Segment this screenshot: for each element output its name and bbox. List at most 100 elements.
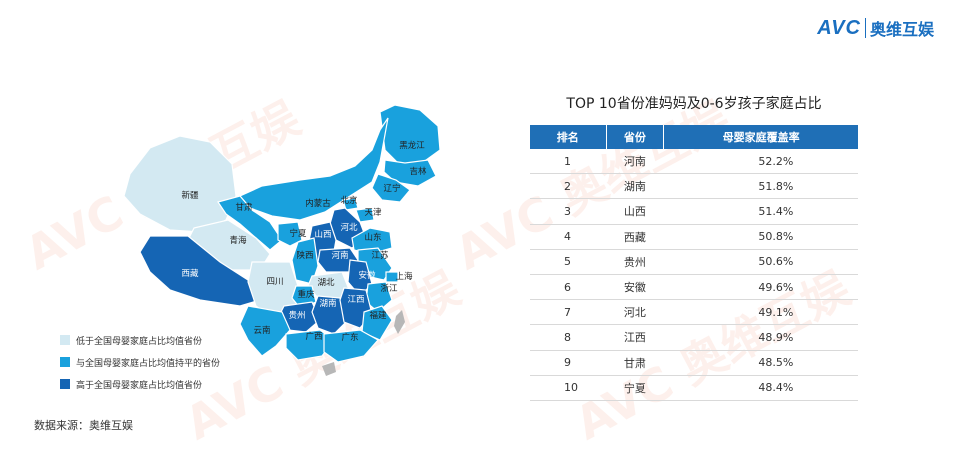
- table-row: 1 河南 52.2%: [530, 149, 858, 175]
- cell-province: 贵州: [606, 249, 664, 275]
- province-label: 山东: [364, 232, 381, 243]
- province-label: 天津: [364, 207, 382, 218]
- province-label: 西藏: [181, 268, 199, 279]
- province-label: 宁夏: [289, 228, 307, 239]
- province-label: 湖南: [319, 298, 336, 309]
- cell-rank: 6: [530, 274, 606, 301]
- table-row: 10 宁夏 48.4%: [530, 375, 858, 401]
- cell-rate: 48.4%: [663, 375, 858, 401]
- table-row: 2 湖南 51.8%: [530, 173, 858, 200]
- province-label: 新疆: [181, 190, 199, 201]
- province-label: 青海: [229, 235, 247, 246]
- province-label: 山西: [314, 229, 331, 240]
- cell-rate: 49.1%: [663, 299, 858, 326]
- province-label: 江苏: [371, 250, 389, 261]
- cell-rate: 51.4%: [663, 198, 858, 225]
- brand-logo: AVC 奥维互娱: [817, 16, 934, 40]
- cell-rate: 50.6%: [663, 249, 858, 275]
- cell-rank: 8: [530, 324, 606, 351]
- cell-province: 西藏: [606, 224, 664, 250]
- cell-province: 宁夏: [606, 375, 664, 401]
- island-region: [394, 310, 405, 334]
- legend-label: 与全国母婴家庭占比均值持平的省份: [76, 358, 221, 369]
- province-label: 河南: [331, 250, 348, 261]
- table-title: TOP 10省份准妈妈及0-6岁孩子家庭占比: [566, 96, 822, 112]
- logo-cn-text: 奥维互娱: [869, 20, 934, 39]
- province-label: 贵州: [288, 310, 305, 321]
- province-label: 江西: [347, 295, 364, 305]
- province-label: 湖北: [317, 278, 335, 288]
- table-row: 5 贵州 50.6%: [530, 249, 858, 275]
- table-body: 1 河南 52.2% 2 湖南 51.8% 3 山西 51.4% 4 西藏 50.8% 5 贵州 50.6%…: [530, 149, 858, 401]
- column-header-province: 省份: [606, 125, 665, 149]
- cell-rank: 10: [530, 375, 606, 401]
- cell-rate: 51.8%: [663, 173, 858, 200]
- cell-province: 安徽: [606, 274, 664, 301]
- cell-rank: 1: [530, 149, 606, 175]
- province-region: [323, 329, 379, 363]
- province-region: [217, 195, 283, 251]
- legend-item-high: 高于全国母婴家庭占比均值省份: [60, 378, 220, 391]
- legend-item-low: 低于全国母婴家庭占比均值省份: [60, 334, 220, 347]
- province-label: 辽宁: [383, 183, 400, 194]
- province-region: [385, 271, 399, 283]
- legend-swatch-high: [60, 379, 70, 389]
- cell-rank: 7: [530, 299, 606, 326]
- table-header-row: 排名 省份 母婴家庭覆盖率: [530, 125, 858, 149]
- data-source: 数据来源：奥维互娱: [34, 419, 133, 432]
- province-label: 重庆: [297, 289, 315, 300]
- province-label: 黑龙江: [399, 140, 425, 151]
- legend-item-mid: 与全国母婴家庭占比均值持平的省份: [60, 356, 221, 369]
- province-label: 云南: [253, 325, 270, 336]
- province-region: [371, 173, 411, 203]
- province-region: [342, 197, 359, 211]
- province-region: [277, 221, 303, 247]
- province-label: 浙江: [380, 283, 398, 294]
- map-regions: [123, 104, 441, 376]
- cell-rate: 48.5%: [663, 350, 858, 376]
- cell-province: 河南: [606, 149, 664, 175]
- table-row: 8 江西 48.9%: [530, 324, 858, 351]
- province-label: 陕西: [296, 250, 313, 261]
- ranking-table: 排名 省份 母婴家庭覆盖率 1 河南 52.2% 2 湖南 51.8% 3 山西 51.4% 4 西…: [530, 125, 858, 401]
- cell-rate: 52.2%: [663, 149, 858, 175]
- table-row: 3 山西 51.4%: [530, 198, 858, 225]
- cell-province: 湖南: [606, 173, 664, 200]
- cell-rank: 2: [530, 173, 606, 200]
- province-region: [379, 104, 441, 166]
- province-region: [383, 159, 437, 187]
- legend-swatch-mid: [60, 357, 70, 367]
- province-label: 福建: [369, 310, 387, 321]
- province-label: 安徽: [358, 270, 376, 281]
- cell-province: 河北: [606, 299, 664, 326]
- island-region: [322, 362, 336, 376]
- province-region: [123, 135, 237, 233]
- cell-province: 甘肃: [606, 350, 664, 376]
- map-legend: 低于全国母婴家庭占比均值省份 与全国母婴家庭占比均值持平的省份 高于全国母婴家庭…: [60, 334, 220, 400]
- cell-rate: 49.6%: [663, 274, 858, 301]
- province-label: 吉林: [409, 166, 427, 177]
- cell-province: 江西: [606, 324, 664, 351]
- table-row: 6 安徽 49.6%: [530, 274, 858, 301]
- column-header-rank: 排名: [530, 125, 607, 149]
- table-row: 9 甘肃 48.5%: [530, 350, 858, 376]
- province-region: [239, 117, 389, 221]
- legend-label: 高于全国母婴家庭占比均值省份: [76, 380, 203, 391]
- logo-avc-text: AVC: [817, 16, 861, 39]
- cell-rank: 9: [530, 350, 606, 376]
- province-region: [355, 207, 375, 223]
- cell-rate: 48.9%: [663, 324, 858, 351]
- column-header-rate: 母婴家庭覆盖率: [663, 125, 858, 149]
- cell-rate: 50.8%: [663, 224, 858, 250]
- logo-divider: [864, 18, 866, 38]
- legend-swatch-low: [60, 335, 70, 345]
- cell-rank: 5: [530, 249, 606, 275]
- province-label: 广西: [305, 331, 322, 342]
- province-region: [361, 305, 393, 341]
- province-label: 四川: [266, 277, 283, 287]
- province-label: 甘肃: [235, 202, 253, 213]
- province-label: 内蒙古: [305, 198, 331, 209]
- province-region: [139, 235, 261, 307]
- province-region: [285, 329, 335, 361]
